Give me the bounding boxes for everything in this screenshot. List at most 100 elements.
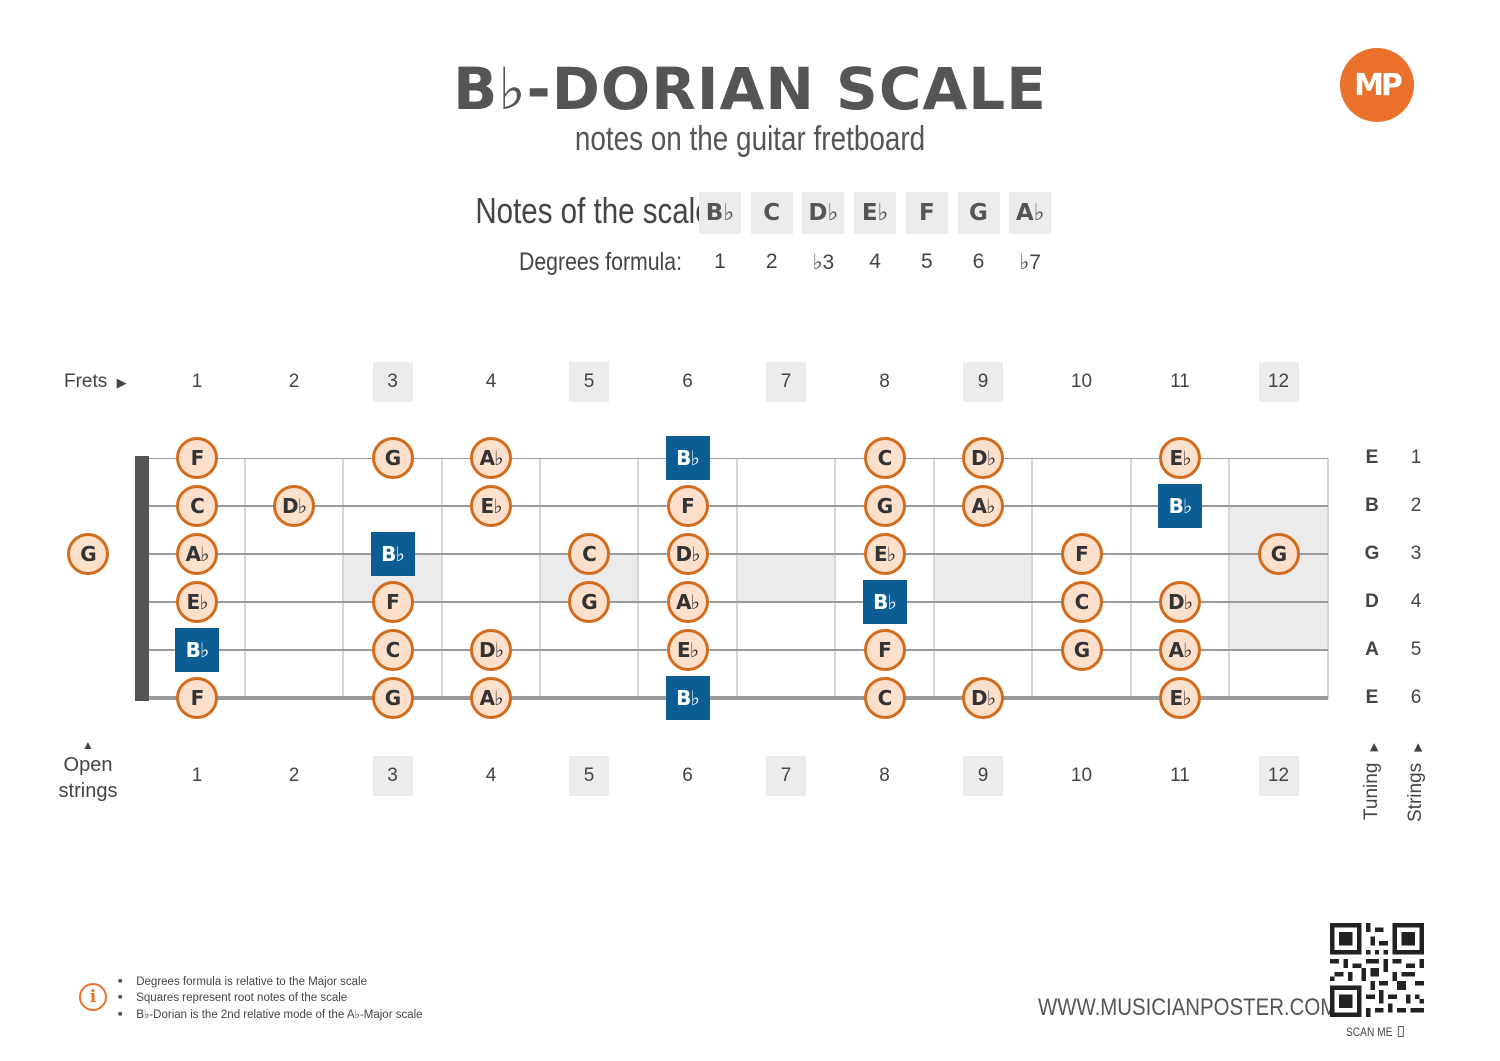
open-string-note[interactable]: G bbox=[67, 533, 109, 575]
scale-note-circle[interactable]: G bbox=[1060, 629, 1103, 671]
scale-note-box: G bbox=[957, 192, 1000, 234]
scale-note-circle[interactable]: A♭ bbox=[470, 437, 512, 479]
fret-wire bbox=[539, 458, 541, 699]
scale-note-circle[interactable]: C bbox=[568, 533, 610, 575]
scale-note-circle[interactable]: C bbox=[1060, 581, 1103, 623]
string-number: 1 bbox=[1410, 447, 1422, 468]
frets-label-text: Frets bbox=[64, 371, 108, 392]
scale-note-circle[interactable]: A♭ bbox=[666, 581, 709, 623]
scale-note-circle[interactable]: G bbox=[371, 437, 414, 479]
scale-note-box: E♭ bbox=[854, 192, 897, 234]
nut bbox=[135, 456, 149, 701]
root-note-square[interactable]: B♭ bbox=[175, 628, 219, 672]
scale-note-circle[interactable]: E♭ bbox=[1159, 677, 1201, 719]
scale-note-circle[interactable]: A♭ bbox=[962, 485, 1004, 527]
scale-note-circle[interactable]: F bbox=[371, 581, 414, 623]
scale-note-circle[interactable]: F bbox=[863, 629, 906, 671]
scale-note-circle[interactable]: A♭ bbox=[176, 533, 218, 575]
scale-note-circle[interactable]: G bbox=[1257, 533, 1300, 575]
open-strings-label: ▲ Open strings bbox=[48, 738, 128, 804]
fret-number-bottom: 1 bbox=[191, 765, 203, 786]
qr-code-icon[interactable] bbox=[1330, 923, 1424, 1017]
notes-of-scale-label: Notes of the scale: bbox=[475, 190, 720, 231]
guitar-string bbox=[135, 648, 1328, 652]
scale-note-circle[interactable]: G bbox=[568, 581, 610, 623]
scale-note-circle[interactable]: F bbox=[176, 677, 218, 719]
footer-note: B♭-Dorian is the 2nd relative mode of th… bbox=[118, 1007, 422, 1023]
string-tuning: B bbox=[1365, 495, 1379, 516]
fret-number-top: 1 bbox=[191, 371, 203, 392]
scale-note-circle[interactable]: C bbox=[371, 629, 414, 671]
root-note-square[interactable]: B♭ bbox=[370, 532, 415, 576]
scale-note-circle[interactable]: A♭ bbox=[1159, 629, 1201, 671]
scale-note-circle[interactable]: D♭ bbox=[962, 437, 1004, 479]
scale-degree: ♭7 bbox=[1019, 251, 1041, 274]
scale-note-circle[interactable]: A♭ bbox=[470, 677, 512, 719]
scale-note-circle[interactable]: D♭ bbox=[470, 629, 512, 671]
scale-degree: 5 bbox=[920, 250, 933, 273]
root-note-square[interactable]: B♭ bbox=[1158, 484, 1202, 528]
open-label-line1: Open bbox=[63, 754, 113, 776]
fret-number-top: 7 bbox=[766, 362, 806, 402]
degrees-formula-label: Degrees formula: bbox=[519, 248, 682, 276]
scale-note-circle[interactable]: C bbox=[863, 437, 906, 479]
scale-note-circle[interactable]: C bbox=[863, 677, 906, 719]
musicianposter-logo[interactable]: MP bbox=[1340, 48, 1414, 122]
fret-wire bbox=[441, 458, 443, 699]
scale-note-circle[interactable]: E♭ bbox=[470, 485, 512, 527]
scale-note-circle[interactable]: G bbox=[863, 485, 906, 527]
scale-note-circle[interactable]: F bbox=[176, 437, 218, 479]
scale-note-circle[interactable]: D♭ bbox=[666, 533, 709, 575]
fret-number-top: 12 bbox=[1258, 362, 1299, 402]
scale-note-circle[interactable]: D♭ bbox=[273, 485, 315, 527]
strings-axis-label: Strings ▶ bbox=[1405, 743, 1427, 822]
guitar-string bbox=[135, 457, 1328, 459]
fret-number-bottom: 9 bbox=[963, 756, 1003, 796]
scale-degree: 1 bbox=[714, 250, 726, 273]
fret-inlay-shade bbox=[737, 554, 835, 602]
scale-note-circle[interactable]: E♭ bbox=[863, 533, 906, 575]
page-title: B♭-DORIAN SCALE bbox=[453, 55, 1047, 123]
fret-number-bottom: 10 bbox=[1070, 765, 1093, 786]
triangle-right-icon: ▶ bbox=[116, 375, 127, 390]
fret-number-top: 9 bbox=[963, 362, 1003, 402]
fret-wire bbox=[1228, 458, 1230, 699]
fret-number-bottom: 11 bbox=[1170, 765, 1190, 786]
fret-number-bottom: 4 bbox=[485, 765, 497, 786]
fret-wire bbox=[244, 458, 246, 699]
fret-number-top: 2 bbox=[288, 371, 300, 392]
scale-note-circle[interactable]: C bbox=[176, 485, 218, 527]
root-note-square[interactable]: B♭ bbox=[862, 580, 907, 624]
scale-note-circle[interactable]: D♭ bbox=[962, 677, 1004, 719]
guitar-string bbox=[135, 600, 1328, 604]
root-note-square[interactable]: B♭ bbox=[665, 436, 710, 480]
guitar-string bbox=[135, 553, 1328, 555]
fret-number-top: 11 bbox=[1170, 371, 1190, 392]
root-note-square[interactable]: B♭ bbox=[665, 676, 710, 720]
fret-number-bottom: 5 bbox=[569, 756, 609, 796]
scale-note-circle[interactable]: E♭ bbox=[1159, 437, 1201, 479]
scale-degree: ♭3 bbox=[812, 251, 835, 274]
fret-number-top: 8 bbox=[879, 371, 890, 392]
triangle-right-icon: ▶ bbox=[1412, 743, 1424, 752]
scale-note-box: F bbox=[905, 192, 948, 234]
scale-note-circle[interactable]: D♭ bbox=[1159, 581, 1201, 623]
fret-number-top: 5 bbox=[569, 362, 609, 402]
scale-degree: 4 bbox=[869, 250, 881, 273]
fret-number-bottom: 12 bbox=[1258, 756, 1299, 796]
footer-note: Degrees formula is relative to the Major… bbox=[118, 974, 423, 990]
scan-me-text: SCAN ME bbox=[1346, 1025, 1393, 1039]
scale-degree: 6 bbox=[972, 250, 985, 273]
string-number: 4 bbox=[1410, 591, 1422, 612]
string-number: 2 bbox=[1410, 495, 1422, 516]
scale-note-circle[interactable]: F bbox=[666, 485, 709, 527]
scale-note-circle[interactable]: G bbox=[371, 677, 414, 719]
scale-note-circle[interactable]: F bbox=[1060, 533, 1103, 575]
string-number: 6 bbox=[1410, 687, 1422, 708]
scale-degree: 2 bbox=[765, 250, 778, 273]
scale-note-circle[interactable]: E♭ bbox=[666, 629, 709, 671]
fret-number-bottom: 2 bbox=[288, 765, 300, 786]
scale-note-circle[interactable]: E♭ bbox=[176, 581, 218, 623]
website-link[interactable]: WWW.MUSICIANPOSTER.COM bbox=[1038, 994, 1338, 1021]
fret-number-bottom: 8 bbox=[879, 765, 890, 786]
